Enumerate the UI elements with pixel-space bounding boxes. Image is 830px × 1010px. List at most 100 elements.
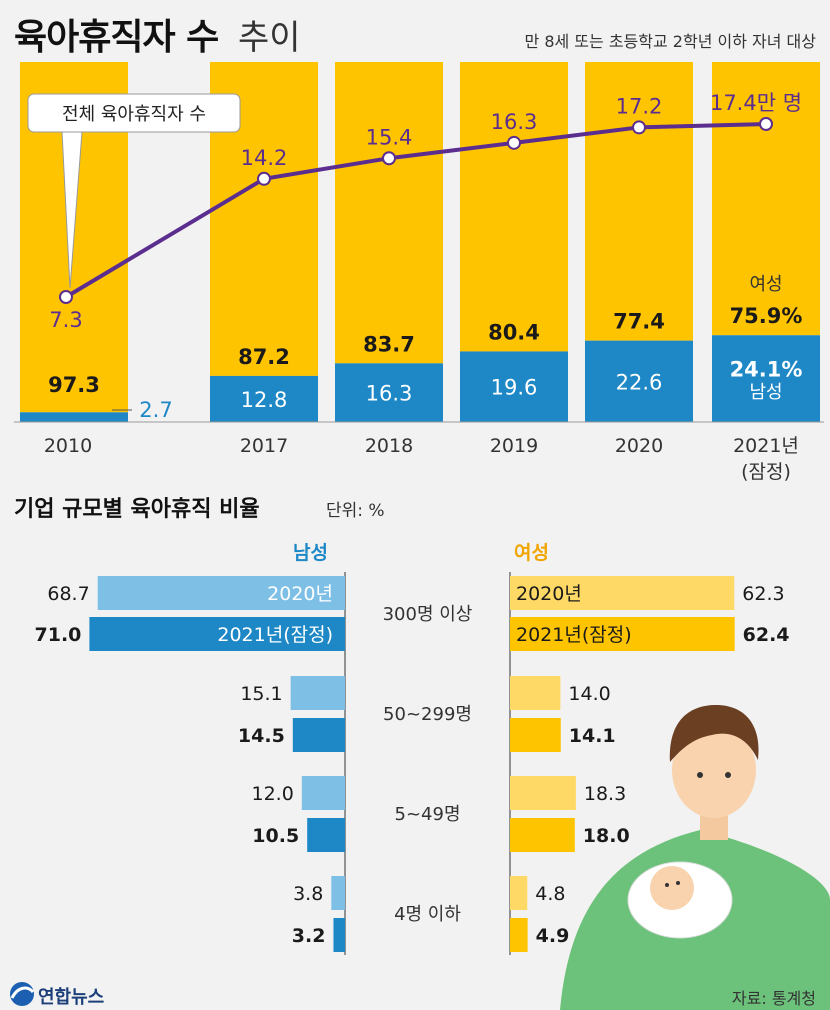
- size-category-label-3: 4명 이하: [394, 904, 461, 925]
- yonhap-logo-icon: [10, 982, 35, 1006]
- person-hair-shape: [669, 705, 759, 762]
- total-value-label-3: 16.3: [491, 110, 538, 134]
- section-title: 기업 규모별 육아휴직 비율: [14, 497, 260, 522]
- size-category-label-2: 5~49명: [395, 804, 461, 825]
- male-value-label-1: 12.8: [241, 388, 288, 412]
- x-tick-label-3: 2019: [490, 435, 538, 457]
- male-series-label: 남성: [749, 382, 782, 403]
- x-tick-label-note: (잠정): [741, 461, 791, 483]
- source-note: 자료: 통계청: [731, 989, 816, 1008]
- male-bar-2020-2: [301, 776, 345, 810]
- female-value-2020-0: 62.3: [742, 583, 784, 605]
- unit-label: 단위: %: [326, 501, 385, 521]
- bar-female-5: [712, 62, 820, 336]
- total-value-label-4: 17.2: [616, 94, 663, 118]
- male-value-2020-2: 12.0: [251, 783, 293, 805]
- female-header: 여성: [514, 542, 549, 564]
- male-value-label-4: 22.6: [616, 370, 663, 394]
- female-bar-2020-0: [510, 576, 735, 610]
- parent-with-baby-illustration: [560, 705, 830, 1010]
- logo: 연합뉴스: [38, 987, 105, 1008]
- female-value-label-2: 83.7: [363, 332, 415, 356]
- size-category-label-1: 50~299명: [383, 704, 472, 725]
- total-value-label-2: 15.4: [366, 125, 413, 149]
- baby-eye-left: [665, 883, 669, 887]
- bar-male-5: [712, 335, 820, 422]
- total-value-label-5: 17.4만 명: [710, 91, 802, 115]
- male-value-2021-1: 14.5: [238, 725, 285, 747]
- female-value-2021-3: 4.9: [536, 925, 570, 947]
- male-value-label-3: 19.6: [491, 376, 538, 400]
- male-value-2020-1: 15.1: [240, 683, 282, 705]
- female-value-2020-1: 14.0: [568, 683, 610, 705]
- male-value-2021-2: 10.5: [252, 825, 299, 847]
- female-bar-label-2020: 2020년: [516, 583, 582, 605]
- female-bar-2020-1: [510, 676, 561, 710]
- female-value-label-1: 87.2: [238, 345, 290, 369]
- total-point-0: [59, 290, 73, 304]
- x-tick-label-0: 2010: [44, 435, 92, 457]
- male-value-2020-0: 68.7: [47, 583, 89, 605]
- male-bar-2020-0: [97, 576, 346, 610]
- person-face-shape: [672, 722, 756, 818]
- x-tick-label-1: 2017: [240, 435, 288, 457]
- male-bar-2021-1: [292, 718, 345, 752]
- male-header: 남성: [293, 542, 328, 564]
- female-value-label-3: 80.4: [488, 320, 540, 344]
- total-point-5: [759, 117, 773, 131]
- female-bar-label-2021: 2021년(잠정): [516, 624, 632, 646]
- male-value-2021-3: 3.2: [292, 925, 326, 947]
- male-bar-label-2021: 2021년(잠정): [217, 624, 333, 646]
- female-bar-2021-2: [510, 818, 575, 852]
- total-point-1: [257, 171, 271, 186]
- callout-box: [27, 93, 241, 133]
- female-value-label-0: 97.3: [48, 373, 100, 397]
- female-value-2021-1: 14.1: [569, 725, 616, 747]
- female-bar-2021-3: [510, 918, 528, 952]
- bar-female-2: [335, 62, 443, 364]
- male-value-2021-0: 71.0: [35, 624, 82, 646]
- female-bar-2021-0: [510, 617, 735, 651]
- x-tick-label-2: 2018: [365, 435, 413, 457]
- male-value-2020-3: 3.8: [293, 883, 323, 905]
- bar-male-2: [335, 363, 443, 422]
- bar-female-4: [585, 62, 693, 341]
- x-tick-label-4: 2020: [615, 435, 663, 457]
- baby-face-shape: [650, 866, 694, 910]
- bar-male-4: [585, 340, 693, 422]
- male-bar-2021-0: [89, 617, 346, 651]
- x-tick-label-5: 2021년: [733, 435, 799, 457]
- total-value-label-1: 14.2: [241, 146, 288, 170]
- person-eye-left: [697, 772, 703, 778]
- male-bar-2021-3: [333, 918, 345, 952]
- bar-male-1: [210, 375, 318, 422]
- size-category-label-0: 300명 이상: [383, 604, 473, 625]
- total-point-2: [382, 151, 396, 166]
- total-series-callout: 전체 육아휴직자 수: [62, 104, 206, 125]
- bar-male-3: [460, 351, 568, 422]
- total-point-4: [632, 120, 646, 135]
- male-bar-2020-3: [331, 876, 345, 910]
- male-value-label-0: 2.7: [139, 398, 172, 422]
- female-value-2021-2: 18.0: [583, 825, 630, 847]
- male-bar-label-2020: 2020년: [267, 583, 333, 605]
- person-eye-right: [725, 772, 731, 778]
- female-bar-2020-3: [510, 876, 528, 910]
- total-series-line: [64, 122, 767, 299]
- total-point-3: [507, 135, 521, 150]
- female-series-label: 여성: [749, 274, 782, 295]
- male-bar-2020-1: [290, 676, 345, 710]
- bar-male-0: [20, 412, 128, 422]
- female-bar-2021-1: [510, 718, 561, 752]
- female-value-2020-2: 18.3: [584, 783, 626, 805]
- male-value-label-5: 24.1%: [730, 358, 803, 382]
- total-value-label-0: 7.3: [49, 308, 82, 332]
- female-value-label-5: 75.9%: [730, 304, 803, 328]
- page-title-suffix: 추이: [238, 18, 301, 58]
- page-title: 육아휴직자 수: [14, 17, 219, 58]
- subtitle: 만 8세 또는 초등학교 2학년 이하 자녀 대상: [524, 32, 816, 51]
- bar-female-3: [460, 62, 568, 352]
- female-value-2021-0: 62.4: [743, 624, 790, 646]
